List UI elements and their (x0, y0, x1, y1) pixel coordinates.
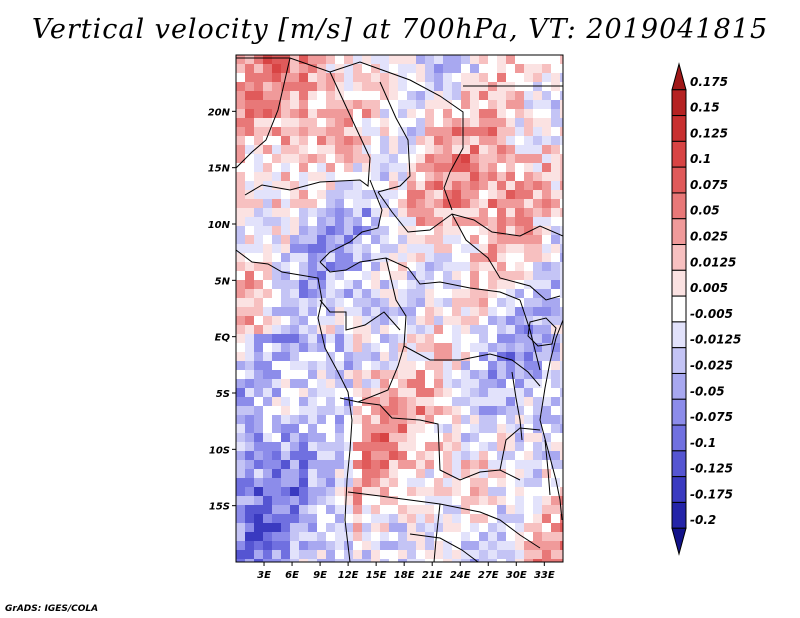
colorbar-label: 0.125 (690, 126, 728, 140)
lat-tick-label: 15N (208, 164, 231, 175)
colorbar-label: 0.075 (690, 178, 728, 192)
colorbar-swatch (671, 501, 687, 529)
lon-tick-label: 24E (450, 570, 471, 581)
longitude-axis: 3E 6E 9E 12E 15E 18E 21E 24E 27E 30E 33E (257, 562, 555, 581)
east-coastline (539, 319, 563, 521)
lon-tick-label: 6E (285, 570, 299, 581)
colorbar-label: 0.175 (690, 75, 728, 89)
lon-tick-label: 27E (478, 570, 499, 581)
colorbar-label: -0.0125 (690, 333, 741, 347)
lon-tick-label: 18E (394, 570, 415, 581)
colorbar-label: -0.05 (690, 384, 725, 398)
colorbar-swatch (671, 218, 687, 246)
colorbar-swatch (671, 62, 687, 91)
colorbar-label: 0.15 (690, 101, 720, 115)
lat-tick-label: 10N (208, 220, 231, 231)
lat-tick-label: 5S (216, 389, 230, 400)
lat-tick-label: 10S (209, 445, 230, 456)
colorbar-swatch (671, 269, 687, 297)
lat-tick-label: 15S (209, 502, 230, 513)
colorbar-swatch (671, 372, 687, 400)
lat-tick-label: EQ (215, 333, 231, 344)
chart-title: Vertical velocity [m/s] at 700hPa, VT: 2… (31, 14, 769, 45)
colorbar-swatch (671, 192, 687, 220)
lon-tick-label: 21E (422, 570, 443, 581)
colorbar-swatch (671, 321, 687, 349)
vertical-velocity-field (236, 55, 563, 562)
colorbar-swatch (671, 424, 687, 452)
lon-tick-label: 30E (506, 570, 527, 581)
colorbar-swatch (671, 476, 687, 503)
lon-tick-label: 3E (257, 570, 271, 581)
colorbar-swatch (671, 527, 687, 556)
colorbar-label: 0.005 (690, 281, 728, 295)
colorbar-label: -0.175 (690, 487, 733, 501)
colorbar-label: 0.1 (690, 152, 711, 166)
lon-tick-label: 9E (313, 570, 327, 581)
colorbar-swatch (671, 295, 687, 323)
colorbar-swatch (671, 89, 687, 117)
colorbar-swatch (671, 398, 687, 426)
country-borders (236, 57, 563, 562)
colorbar-label: -0.2 (690, 513, 716, 527)
colorbar-label: -0.075 (690, 410, 733, 424)
colorbar-swatch (671, 166, 687, 194)
colorbar-label: -0.025 (690, 358, 733, 372)
lon-tick-label: 12E (338, 570, 359, 581)
colorbar-label: 0.025 (690, 230, 728, 244)
colorbar: 0.175 0.15 0.125 0.1 0.075 0.05 0.025 0.0125 0.0… (671, 62, 741, 556)
colorbar-label: 0.0125 (690, 255, 736, 269)
map-frame (235, 54, 564, 563)
colorbar-label: -0.125 (690, 462, 733, 476)
colorbar-swatch (671, 347, 687, 374)
lake-victoria (527, 317, 557, 347)
latitude-axis: 20N 15N 10N 5N EQ 5S 10S 15S (208, 107, 236, 513)
lake-malawi (544, 439, 551, 496)
lon-tick-label: 33E (534, 570, 555, 581)
colorbar-label: 0.05 (690, 204, 720, 218)
colorbar-label: -0.005 (690, 307, 733, 321)
colorbar-label: -0.1 (690, 436, 716, 450)
grads-credit: GrADS: IGES/COLA (5, 604, 99, 614)
colorbar-swatch (671, 115, 687, 142)
lake-tanganyika (511, 371, 523, 441)
colorbar-swatch (671, 244, 687, 271)
colorbar-swatch (671, 140, 687, 168)
coastline (236, 249, 353, 562)
colorbar-swatch (671, 450, 687, 478)
lat-tick-label: 20N (208, 107, 231, 118)
lon-tick-label: 15E (366, 570, 387, 581)
lat-tick-label: 5N (215, 276, 231, 287)
